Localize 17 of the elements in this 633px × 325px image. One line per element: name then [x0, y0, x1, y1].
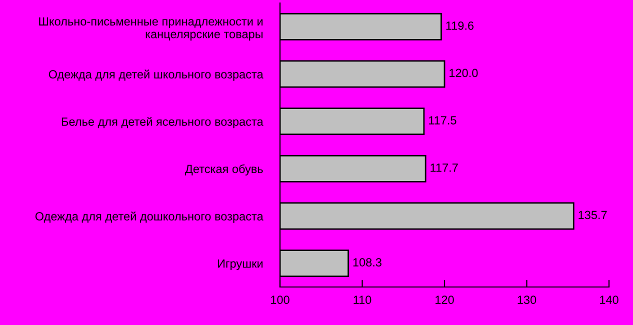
data-label: 108.3: [353, 258, 382, 266]
y-tick-label: Детская обувь: [185, 164, 263, 176]
y-tick-label: Одежда для детей школьного возраста: [48, 70, 264, 81]
data-label: 120.0: [450, 68, 478, 78]
x-tick-label: 120: [436, 296, 454, 304]
x-tick-label: 110: [354, 296, 372, 304]
y-tick-label: Белье для детей ясельного возраста: [62, 116, 264, 128]
y-tick-label: Одежда для детей дошкольного возраста: [35, 212, 264, 223]
x-tick-label: 140: [600, 296, 618, 304]
data-label: 117.7: [430, 164, 458, 172]
data-label: 119.6: [446, 21, 474, 30]
y-tick-label: Игрушки: [218, 259, 263, 270]
data-label: 117.5: [429, 116, 456, 124]
x-tick-label: 100: [271, 296, 290, 304]
data-label: 135.7: [578, 210, 607, 220]
y-tick-label: Школьно-письменные принадлежности и канцелярские товары: [39, 17, 263, 41]
x-tick-label: 130: [518, 296, 536, 304]
